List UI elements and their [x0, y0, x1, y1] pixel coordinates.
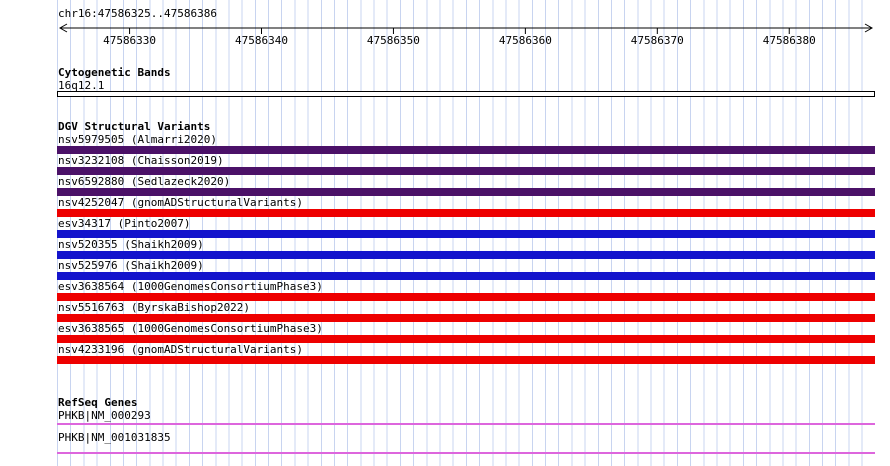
variant-label: nsv4233196 (gnomADStructuralVariants)	[58, 343, 304, 356]
cytoband-glyph[interactable]	[57, 91, 875, 97]
variant-bar[interactable]	[57, 167, 875, 175]
variant-label: esv3638564 (1000GenomesConsortiumPhase3)	[58, 280, 323, 293]
ruler-ticks	[129, 28, 790, 34]
dgv-track-title: DGV Structural Variants	[58, 120, 211, 133]
ruler-axis	[58, 23, 874, 34]
variant-bar[interactable]	[57, 146, 875, 154]
variant-bar[interactable]	[57, 188, 875, 196]
variant-bar[interactable]	[57, 356, 875, 364]
ruler-left-arrow-icon	[58, 23, 68, 33]
variant-label: esv34317 (Pinto2007)	[58, 217, 191, 230]
variant-bar[interactable]	[57, 209, 875, 217]
variant-bar[interactable]	[57, 335, 875, 343]
variant-bar[interactable]	[57, 293, 875, 301]
variant-bar[interactable]	[57, 272, 875, 280]
variant-label: nsv5979505 (Almarri2020)	[58, 133, 217, 146]
gene-glyph[interactable]	[57, 423, 875, 425]
ruler-tick-label: 47586380	[762, 34, 816, 47]
cytobands-track-title: Cytogenetic Bands	[58, 66, 171, 79]
variant-bar[interactable]	[57, 230, 875, 238]
cytoband-label: 16q12.1	[58, 79, 105, 92]
region-label: chr16:47586325..47586386	[58, 7, 217, 20]
variant-label: esv3638565 (1000GenomesConsortiumPhase3)	[58, 322, 323, 335]
variant-label: nsv520355 (Shaikh2009)	[58, 238, 204, 251]
ruler-tick-label: 47586350	[366, 34, 420, 47]
variant-label: nsv3232108 (Chaisson2019)	[58, 154, 224, 167]
variant-label: nsv6592880 (Sedlazeck2020)	[58, 175, 231, 188]
variant-bar[interactable]	[57, 314, 875, 322]
variant-bar[interactable]	[57, 251, 875, 259]
refseq-track-title: RefSeq Genes	[58, 396, 138, 409]
ruler-tick-label: 47586360	[498, 34, 552, 47]
ruler-tick-label: 47586340	[235, 34, 288, 47]
gene-glyph[interactable]	[57, 452, 875, 454]
ruler-tick-label: 47586370	[630, 34, 684, 47]
gene-label: PHKB|NM_000293	[58, 409, 151, 422]
gene-label: PHKB|NM_001031835	[58, 431, 171, 444]
ruler-right-arrow-icon	[864, 23, 874, 33]
variant-label: nsv5516763 (ByrskaBishop2022)	[58, 301, 251, 314]
variant-label: nsv4252047 (gnomADStructuralVariants)	[58, 196, 304, 209]
variant-label: nsv525976 (Shaikh2009)	[58, 259, 204, 272]
ruler-tick-label: 47586330	[103, 34, 157, 47]
